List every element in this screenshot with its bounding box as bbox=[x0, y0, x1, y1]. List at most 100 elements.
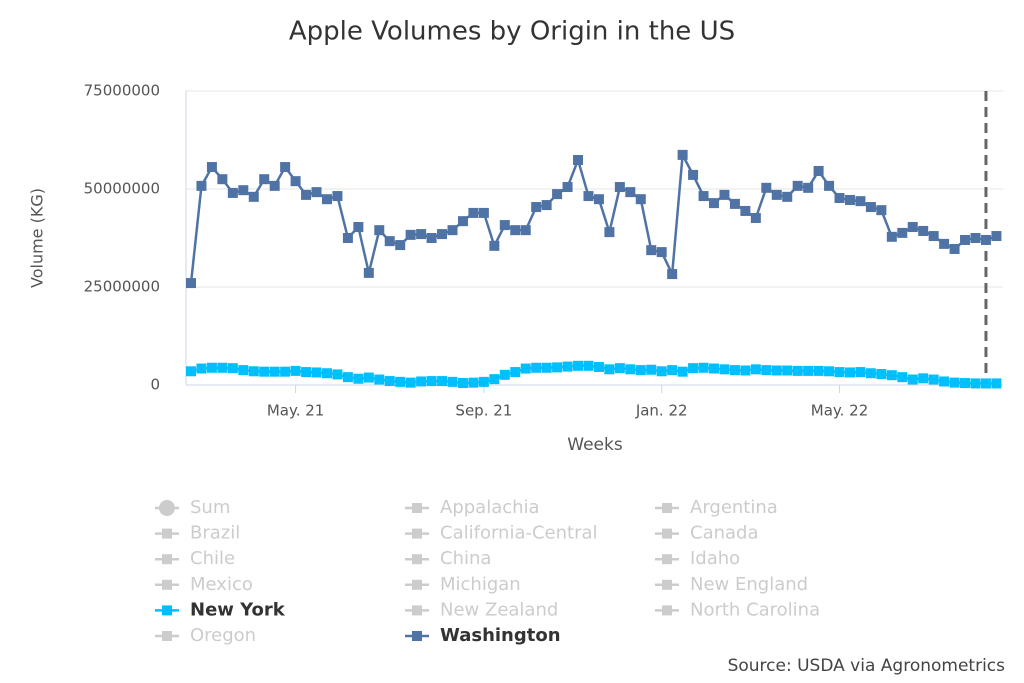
point-marker bbox=[729, 198, 740, 209]
legend-label: Brazil bbox=[190, 523, 240, 544]
legend-symbol bbox=[412, 503, 422, 513]
point-marker bbox=[729, 365, 740, 376]
legend-item[interactable]: Appalachia bbox=[405, 497, 540, 518]
point-marker bbox=[531, 202, 542, 213]
point-marker bbox=[656, 247, 667, 258]
point-marker bbox=[426, 376, 437, 387]
legend-label: New Zealand bbox=[440, 599, 558, 620]
legend-symbol bbox=[162, 528, 172, 539]
point-marker bbox=[960, 234, 971, 245]
legend-symbol bbox=[412, 631, 422, 641]
point-marker bbox=[311, 367, 322, 378]
point-marker bbox=[332, 191, 343, 202]
point-marker bbox=[416, 229, 427, 240]
point-marker bbox=[719, 364, 730, 375]
point-marker bbox=[593, 194, 604, 205]
legend-item[interactable]: Brazil bbox=[155, 523, 240, 544]
point-marker bbox=[980, 234, 991, 245]
point-marker bbox=[552, 362, 563, 373]
point-marker bbox=[290, 176, 301, 187]
point-marker bbox=[573, 360, 584, 371]
legend-item[interactable]: Sum bbox=[155, 497, 230, 518]
point-marker bbox=[604, 364, 615, 375]
point-marker bbox=[489, 240, 500, 251]
point-marker bbox=[865, 368, 876, 379]
legend-item[interactable]: New England bbox=[655, 574, 808, 595]
point-marker bbox=[719, 189, 730, 200]
legend-item[interactable]: Mexico bbox=[155, 574, 253, 595]
point-marker bbox=[499, 220, 510, 231]
point-marker bbox=[677, 366, 688, 377]
point-marker bbox=[677, 149, 688, 160]
point-marker bbox=[384, 376, 395, 387]
point-marker bbox=[709, 198, 719, 209]
point-marker bbox=[416, 376, 427, 387]
point-marker bbox=[949, 243, 960, 254]
legend-item[interactable]: New Zealand bbox=[405, 599, 558, 620]
point-marker bbox=[792, 365, 803, 376]
point-marker bbox=[834, 367, 845, 378]
point-marker bbox=[803, 182, 814, 193]
legend-item[interactable]: Idaho bbox=[655, 548, 740, 569]
point-marker bbox=[771, 189, 782, 200]
legend-item[interactable]: North Carolina bbox=[655, 599, 820, 620]
point-marker bbox=[949, 377, 960, 388]
point-marker bbox=[939, 238, 950, 249]
point-marker bbox=[238, 365, 249, 376]
legend-item[interactable]: Oregon bbox=[155, 625, 256, 646]
point-marker bbox=[447, 376, 458, 387]
point-marker bbox=[604, 227, 615, 238]
point-marker bbox=[478, 207, 489, 218]
point-marker bbox=[855, 367, 866, 378]
legend-item[interactable]: Washington bbox=[405, 625, 561, 646]
point-marker bbox=[562, 182, 573, 193]
point-marker bbox=[447, 225, 458, 236]
point-marker bbox=[468, 377, 479, 388]
x-tick-label: Jan. 22 bbox=[635, 402, 688, 420]
point-marker bbox=[248, 366, 259, 377]
point-marker bbox=[813, 365, 824, 376]
point-marker bbox=[489, 374, 500, 385]
legend-label: Chile bbox=[190, 548, 235, 569]
point-marker bbox=[834, 193, 845, 204]
point-marker bbox=[468, 207, 479, 218]
point-marker bbox=[897, 372, 908, 383]
point-marker bbox=[259, 366, 270, 377]
point-marker bbox=[280, 162, 291, 173]
legend-item[interactable]: Michigan bbox=[405, 574, 521, 595]
legend-item[interactable]: New York bbox=[155, 599, 286, 620]
point-marker bbox=[531, 362, 542, 373]
point-marker bbox=[186, 278, 196, 289]
legend-label: Sum bbox=[190, 497, 230, 518]
point-marker bbox=[614, 182, 625, 193]
legend-label: New England bbox=[690, 574, 808, 595]
point-marker bbox=[342, 372, 353, 383]
point-marker bbox=[918, 373, 929, 384]
point-marker bbox=[374, 374, 385, 385]
legend-item[interactable]: California-Central bbox=[405, 523, 598, 544]
point-marker bbox=[227, 363, 238, 374]
legend-item[interactable]: China bbox=[405, 548, 491, 569]
point-marker bbox=[635, 194, 646, 205]
point-marker bbox=[656, 366, 667, 377]
point-marker bbox=[855, 196, 866, 207]
point-marker bbox=[876, 205, 887, 216]
x-axis-title: Weeks bbox=[567, 435, 623, 455]
point-marker bbox=[217, 362, 228, 373]
legend-symbol bbox=[162, 605, 172, 616]
point-marker bbox=[363, 267, 374, 278]
legend-symbol bbox=[159, 500, 175, 516]
legend-label: China bbox=[440, 548, 491, 569]
legend-label: North Carolina bbox=[690, 599, 820, 620]
point-marker bbox=[301, 189, 312, 200]
point-marker bbox=[960, 378, 971, 389]
point-marker bbox=[698, 191, 709, 202]
legend-item[interactable]: Chile bbox=[155, 548, 235, 569]
legend-label: Canada bbox=[690, 523, 759, 544]
point-marker bbox=[395, 376, 406, 387]
point-marker bbox=[698, 362, 709, 373]
point-marker bbox=[824, 366, 835, 377]
legend-item[interactable]: Argentina bbox=[655, 497, 778, 518]
point-marker bbox=[206, 362, 217, 373]
legend-item[interactable]: Canada bbox=[655, 523, 759, 544]
